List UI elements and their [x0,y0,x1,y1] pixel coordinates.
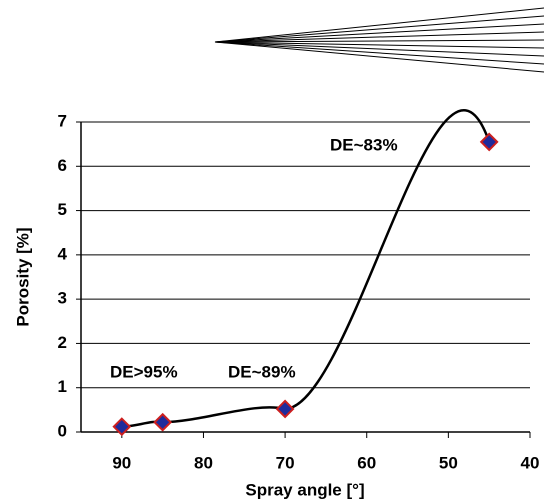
spray-fan [214,7,544,73]
marker [275,399,295,419]
x-tick-label: 90 [112,453,131,472]
y-tick-label: 1 [58,377,67,396]
x-tick-label: 80 [194,453,213,472]
y-tick-label: 3 [58,289,67,308]
y-tick-label: 6 [58,156,67,175]
marker [112,417,132,437]
y-tick-label: 5 [58,200,67,219]
x-tick-label: 40 [521,453,540,472]
y-tick-label: 0 [58,421,67,440]
annotation: DE~89% [228,362,296,381]
marker [153,412,173,432]
x-tick-label: 50 [439,453,458,472]
y-tick-label: 7 [58,111,67,130]
marker [479,132,499,152]
x-tick-label: 60 [357,453,376,472]
x-tick-label: 70 [276,453,295,472]
x-axis-title: Spray angle [°] [245,480,364,499]
y-tick-label: 4 [58,244,68,263]
annotation: DE>95% [110,362,178,381]
y-axis-title: Porosity [%] [13,227,32,326]
annotation: DE~83% [330,135,398,154]
y-tick-label: 2 [58,333,67,352]
